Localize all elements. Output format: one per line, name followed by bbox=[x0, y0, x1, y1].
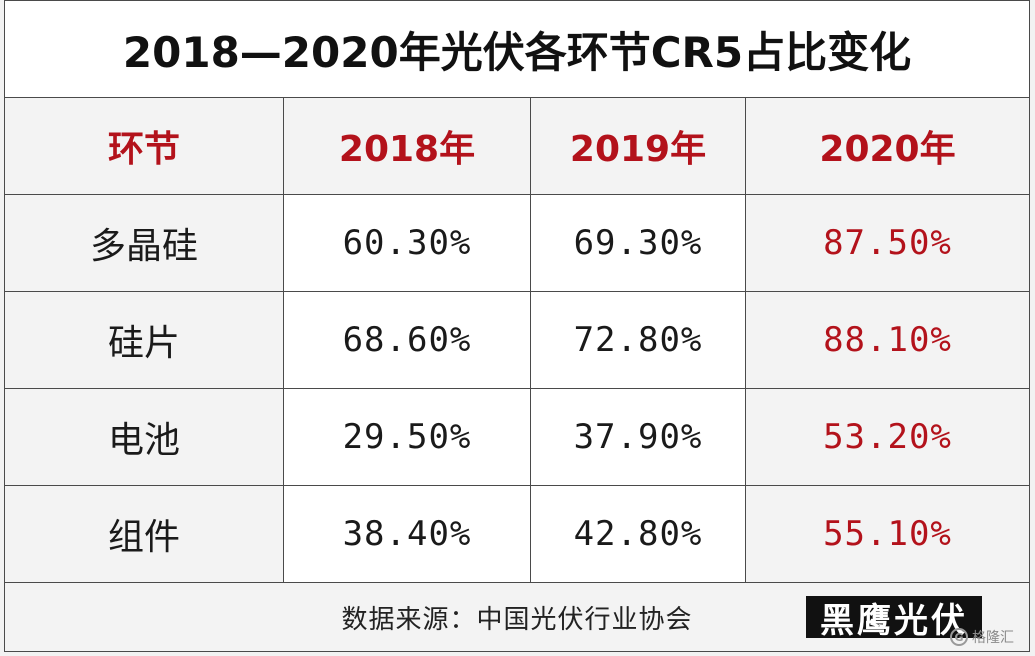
value-cell: 55.10% bbox=[745, 485, 1030, 583]
row-label: 电池 bbox=[4, 388, 284, 486]
header-cell: 2018年 bbox=[283, 97, 531, 195]
value-cell: 29.50% bbox=[283, 388, 531, 486]
value-cell: 68.60% bbox=[283, 291, 531, 389]
value-cell: 37.90% bbox=[530, 388, 746, 486]
row-label: 组件 bbox=[4, 485, 284, 583]
table-row: 电池 29.50% 37.90% 53.20% bbox=[4, 388, 1030, 486]
brand-watermark: G 格隆汇 bbox=[950, 624, 1014, 650]
row-label: 硅片 bbox=[4, 291, 284, 389]
header-cell: 环节 bbox=[4, 97, 284, 195]
value-cell: 87.50% bbox=[745, 194, 1030, 292]
row-label: 多晶硅 bbox=[4, 194, 284, 292]
table-row: 多晶硅 60.30% 69.30% 87.50% bbox=[4, 194, 1030, 292]
table-row: 组件 38.40% 42.80% 55.10% bbox=[4, 485, 1030, 583]
table-title: 2018—2020年光伏各环节CR5占比变化 bbox=[4, 0, 1030, 98]
table-row: 硅片 68.60% 72.80% 88.10% bbox=[4, 291, 1030, 389]
brand-g-icon: G bbox=[950, 628, 968, 646]
value-cell: 69.30% bbox=[530, 194, 746, 292]
header-row: 环节 2018年 2019年 2020年 bbox=[4, 97, 1030, 195]
value-cell: 38.40% bbox=[283, 485, 531, 583]
brand-name: 格隆汇 bbox=[972, 630, 1014, 646]
value-cell: 53.20% bbox=[745, 388, 1030, 486]
value-cell: 72.80% bbox=[530, 291, 746, 389]
value-cell: 60.30% bbox=[283, 194, 531, 292]
value-cell: 42.80% bbox=[530, 485, 746, 583]
header-cell: 2019年 bbox=[530, 97, 746, 195]
header-cell: 2020年 bbox=[745, 97, 1030, 195]
value-cell: 88.10% bbox=[745, 291, 1030, 389]
cr5-table: 2018—2020年光伏各环节CR5占比变化 环节 2018年 2019年 20… bbox=[4, 0, 1030, 652]
